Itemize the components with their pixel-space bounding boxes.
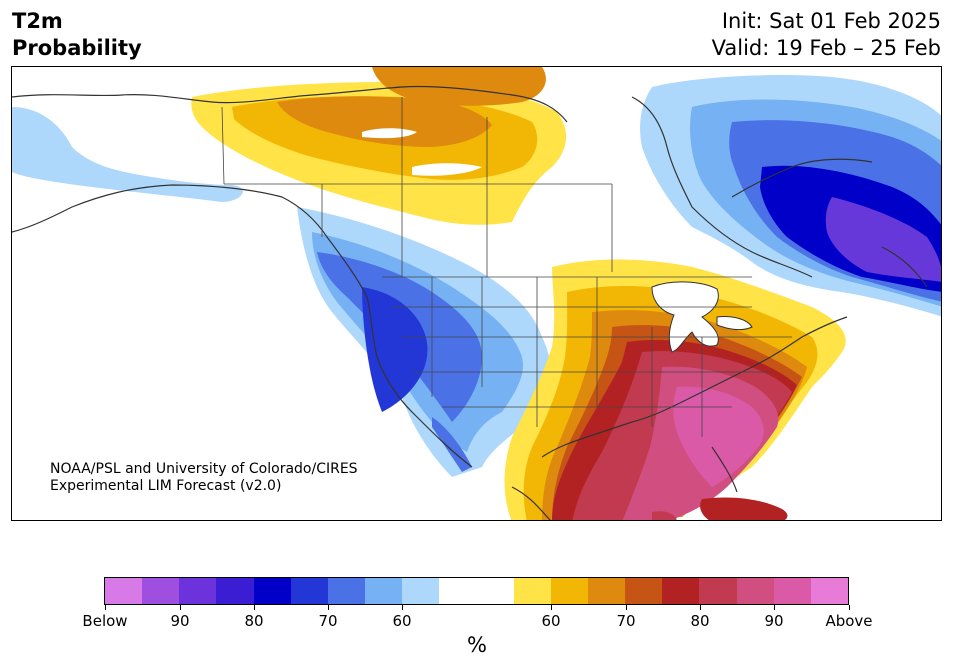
colorbar-tickmark	[551, 605, 552, 610]
probability-map: NOAA/PSL and University of Colorado/CIRE…	[11, 66, 942, 521]
below-region-west-deep	[362, 287, 428, 412]
colorbar-tick-label: 70	[318, 612, 338, 630]
above-region-cuba	[700, 497, 788, 520]
below-region-alaska	[12, 107, 243, 202]
colorbar-tick-label: 80	[690, 612, 710, 630]
great-lakes	[651, 281, 753, 353]
colorbar-unit: %	[467, 633, 487, 657]
colorbar-segment	[290, 578, 328, 604]
colorbar-segment	[365, 578, 403, 604]
colorbar-segment	[142, 578, 180, 604]
forecast-dates: Init: Sat 01 Feb 2025 Valid: 19 Feb – 25…	[712, 8, 941, 62]
colorbar-segment	[402, 578, 440, 604]
colorbar-segment	[179, 578, 217, 604]
above-region-mexico-island	[652, 511, 677, 520]
above-region-arctic	[372, 67, 546, 106]
map-title: T2m Probability	[12, 8, 142, 62]
colorbar-tick-label: 90	[170, 612, 190, 630]
colorbar-tickmark	[328, 605, 329, 610]
colorbar-segment	[253, 578, 291, 604]
coastlines	[12, 85, 928, 520]
colorbar-segment	[588, 578, 626, 604]
credit-line-product: Experimental LIM Forecast (v2.0)	[50, 478, 282, 494]
colorbar-tickmark	[849, 605, 850, 610]
colorbar-tick-label: Above	[825, 612, 873, 630]
colorbar-segment	[662, 578, 700, 604]
colorbar-tick-label: 90	[764, 612, 784, 630]
colorbar-tickmark	[402, 605, 403, 610]
colorbar-tickmark	[254, 605, 255, 610]
colorbar-segment	[216, 578, 254, 604]
colorbar-segment	[625, 578, 663, 604]
colorbar-tickmark	[700, 605, 701, 610]
colorbar-tickmark	[626, 605, 627, 610]
init-date: Init: Sat 01 Feb 2025	[721, 9, 941, 33]
colorbar-segment	[550, 578, 589, 604]
colorbar-segment	[327, 578, 366, 604]
colorbar-tick-label: 80	[244, 612, 264, 630]
colorbar-tickmark	[180, 605, 181, 610]
title-line-variable: T2m	[12, 9, 63, 33]
colorbar-tickmark	[105, 605, 106, 610]
hudson-bay-ice	[362, 128, 482, 176]
colorbar-segment	[773, 578, 811, 604]
data-credit: NOAA/PSL and University of Colorado/CIRE…	[50, 461, 358, 495]
colorbar-segment	[513, 578, 551, 604]
colorbar-segment	[736, 578, 774, 604]
below-region-east-violet	[825, 197, 941, 282]
colorbar-tick-label: 60	[541, 612, 561, 630]
colorbar-segment	[810, 578, 849, 604]
colorbar-tick-label: 70	[616, 612, 636, 630]
valid-range: Valid: 19 Feb – 25 Feb	[711, 36, 941, 60]
map-canvas	[12, 67, 941, 520]
above-region-south-magenta	[673, 386, 764, 487]
colorbar-segment	[699, 578, 737, 604]
colorbar-tick-label: Below	[82, 612, 128, 630]
political-borders	[221, 97, 792, 437]
title-line-type: Probability	[12, 36, 142, 60]
colorbar-segment	[439, 578, 514, 604]
above-region-canada-deep	[277, 96, 492, 147]
colorbar-tickmark	[774, 605, 775, 610]
credit-line-institution: NOAA/PSL and University of Colorado/CIRE…	[50, 461, 358, 477]
colorbar-segment	[105, 578, 143, 604]
colorbar-tick-label: 60	[392, 612, 412, 630]
colorbar	[104, 577, 849, 605]
